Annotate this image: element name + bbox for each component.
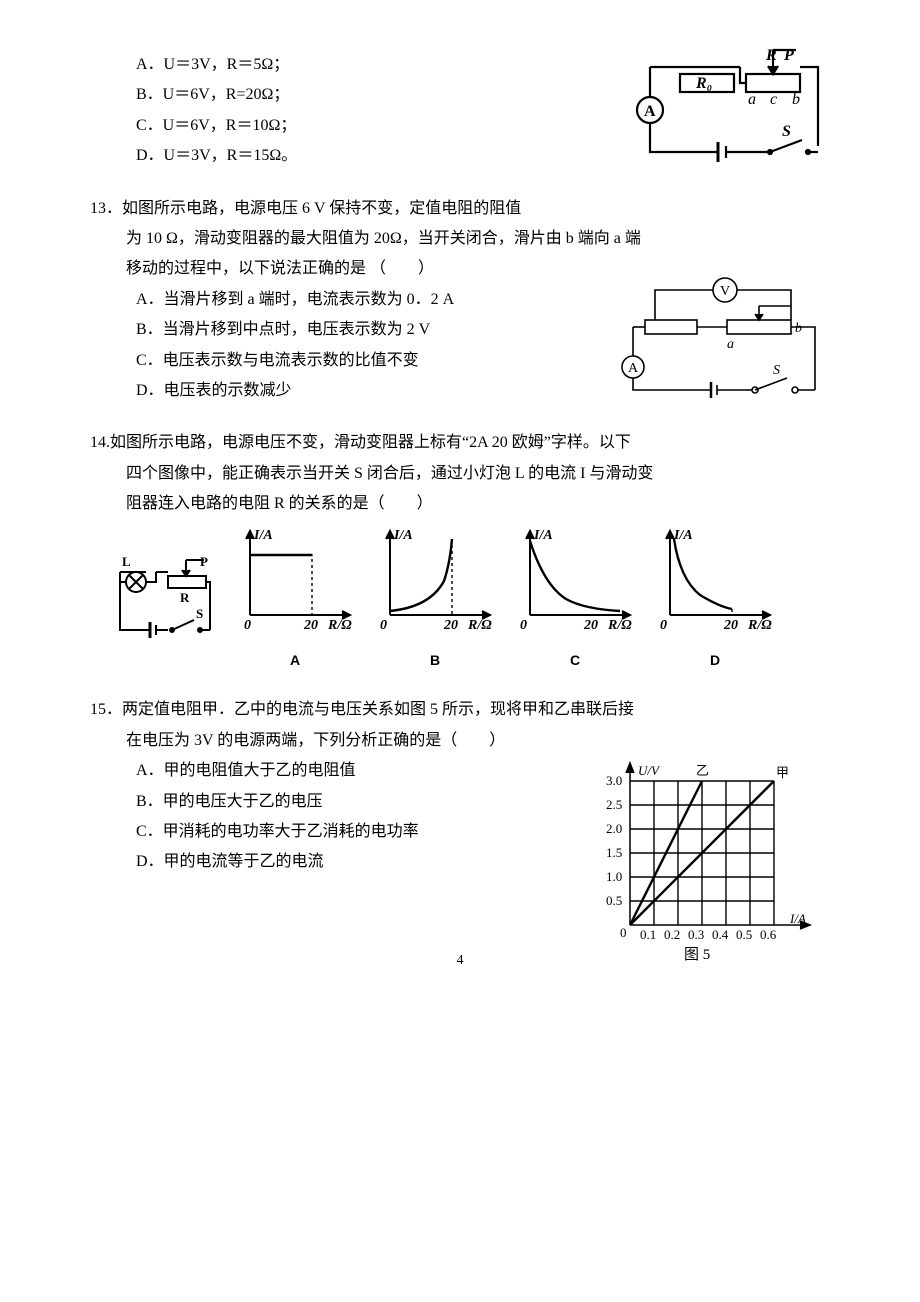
q14-stem-1: 14.如图所示电路，电源电压不变，滑动变阻器上标有“2A 20 欧姆”字样。以下 [90,428,830,458]
q14-graph-B: I/A 0 20 R/Ω B [370,525,500,673]
q13-label-V: V [720,284,730,299]
q14-stem-3: 阻器连入电路的电阻 R 的关系的是（ ） [126,489,830,519]
q13-circuit: V A a b S [615,272,830,412]
svg-text:0.5: 0.5 [736,927,752,942]
q13-label-A: A [628,361,639,376]
svg-text:0.2: 0.2 [664,927,680,942]
q15-stem-1: 15．两定值电阻甲．乙中的电流与电压关系如图 5 所示，现将甲和乙串联后接 [90,695,830,725]
svg-text:S: S [196,606,203,621]
q13-label-a: a [727,337,734,352]
q14-graph-D-label: D [650,647,780,674]
q14-stem-2: 四个图像中，能正确表示当开关 S 闭合后，通过小灯泡 L 的电流 I 与滑动变 [126,459,830,489]
q14-graph-C-label: C [510,647,640,674]
svg-text:R/Ω: R/Ω [327,618,352,633]
q14-graph-D: I/A 0 20 R/Ω D [650,525,780,673]
q13-stem-1: 13．如图所示电路，电源电压 6 V 保持不变，定值电阻的阻值 [90,194,830,224]
svg-text:I/A: I/A [673,528,693,543]
svg-text:A: A [644,103,656,120]
svg-text:I/A: I/A [393,528,413,543]
q12-label-R: R [765,47,777,64]
svg-text:20: 20 [443,618,458,633]
svg-text:R/Ω: R/Ω [747,618,772,633]
svg-text:2.5: 2.5 [606,797,622,812]
svg-text:R/Ω: R/Ω [607,618,632,633]
q12-label-P: P [783,47,794,64]
q13-label-S: S [773,363,780,378]
svg-text:0.6: 0.6 [760,927,777,942]
svg-text:0: 0 [660,618,667,633]
svg-text:0.4: 0.4 [712,927,729,942]
svg-text:20: 20 [583,618,598,633]
svg-text:图 5: 图 5 [684,946,710,963]
q14-graph-B-label: B [370,647,500,674]
q14-graph-row: L P R S I/A 0 20 R/Ω [110,525,830,673]
q12-block: R P R₀ a c b S A A．U＝3V，R＝5Ω； B．U＝6V，R=2… [90,50,830,172]
svg-text:0: 0 [520,618,527,633]
svg-text:20: 20 [723,618,738,633]
svg-text:L: L [122,554,131,569]
svg-text:20: 20 [303,618,318,633]
svg-text:P: P [200,554,208,569]
svg-text:I/A: I/A [253,528,273,543]
q14-graph-A: I/A 0 20 R/Ω A [230,525,360,673]
svg-text:乙: 乙 [696,763,709,778]
svg-text:0: 0 [380,618,387,633]
q13-stem-2: 为 10 Ω，滑动变阻器的最大阻值为 20Ω，当开关闭合，滑片由 b 端向 a … [126,224,830,254]
svg-text:1.5: 1.5 [606,845,622,860]
q15-block: 15．两定值电阻甲．乙中的电流与电压关系如图 5 所示，现将甲和乙串联后接 在电… [90,695,830,877]
q12-circuit: R P R₀ a c b S A [620,42,830,172]
svg-text:2.0: 2.0 [606,821,622,836]
q15-graph: U/V 乙 甲 3.0 2.5 2.0 1.5 1.0 0.5 0 0.1 0.… [580,755,830,976]
svg-text:U/V: U/V [638,763,661,778]
svg-text:R: R [180,590,190,605]
svg-text:R/Ω: R/Ω [467,618,492,633]
q14-graph-C: I/A 0 20 R/Ω C [510,525,640,673]
svg-text:0.3: 0.3 [688,927,704,942]
svg-text:I/A: I/A [533,528,553,543]
svg-text:3.0: 3.0 [606,773,622,788]
svg-text:I/A: I/A [789,911,806,926]
svg-text:0.5: 0.5 [606,893,622,908]
svg-text:0.1: 0.1 [640,927,656,942]
q14-circuit: L P R S [110,552,220,673]
q14-block: 14.如图所示电路，电源电压不变，滑动变阻器上标有“2A 20 欧姆”字样。以下… [90,428,830,673]
svg-text:0: 0 [244,618,251,633]
q12-label-R0: R₀ [695,75,712,92]
svg-text:1.0: 1.0 [606,869,622,884]
q12-label-a: a [748,91,756,108]
q14-graph-A-label: A [230,647,360,674]
q12-label-b: b [792,91,800,108]
svg-text:甲: 甲 [776,765,789,780]
q12-label-c: c [770,91,777,108]
q13-block: 13．如图所示电路，电源电压 6 V 保持不变，定值电阻的阻值 为 10 Ω，滑… [90,194,830,407]
q12-label-S: S [782,123,791,140]
q15-stem-2: 在电压为 3V 的电源两端，下列分析正确的是（ ） [126,726,830,756]
q13-label-b: b [795,321,802,336]
svg-text:0: 0 [620,925,627,940]
